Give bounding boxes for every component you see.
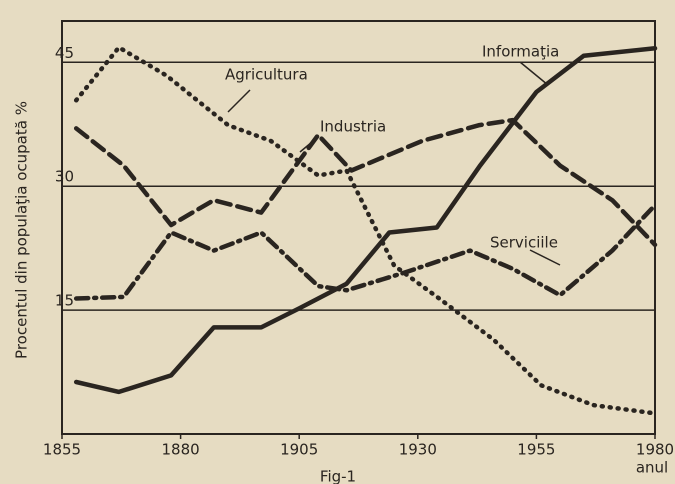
x-axis-label: anul bbox=[636, 459, 668, 477]
series-label: Informaţia bbox=[482, 43, 559, 61]
series-label: Industria bbox=[320, 118, 386, 136]
line-dashdot bbox=[73, 202, 658, 301]
x-tick-label: 1930 bbox=[399, 441, 437, 459]
arrow bbox=[227, 89, 251, 113]
x-tick-label: 1880 bbox=[162, 441, 200, 459]
plot-frame bbox=[61, 20, 656, 435]
line-solid bbox=[73, 46, 658, 395]
line-dotted bbox=[73, 45, 658, 416]
y-axis-label: Procentul din populaţia ocupată % bbox=[13, 101, 31, 359]
y-tick-label: 45 bbox=[55, 44, 74, 62]
y-tick-label: 30 bbox=[55, 168, 74, 186]
series-label: Serviciile bbox=[490, 234, 558, 252]
line-dashed bbox=[73, 117, 658, 248]
x-tick-label: 1980 bbox=[636, 441, 674, 459]
arrow bbox=[529, 249, 561, 266]
x-tick-label: 1855 bbox=[43, 441, 81, 459]
y-tick-label: 15 bbox=[55, 292, 74, 310]
x-tick-label: 1955 bbox=[517, 441, 555, 459]
series-label: Agricultura bbox=[225, 66, 308, 84]
caption: Fig-1 bbox=[320, 468, 356, 484]
x-tick-label: 1905 bbox=[280, 441, 318, 459]
arrow bbox=[519, 61, 549, 86]
